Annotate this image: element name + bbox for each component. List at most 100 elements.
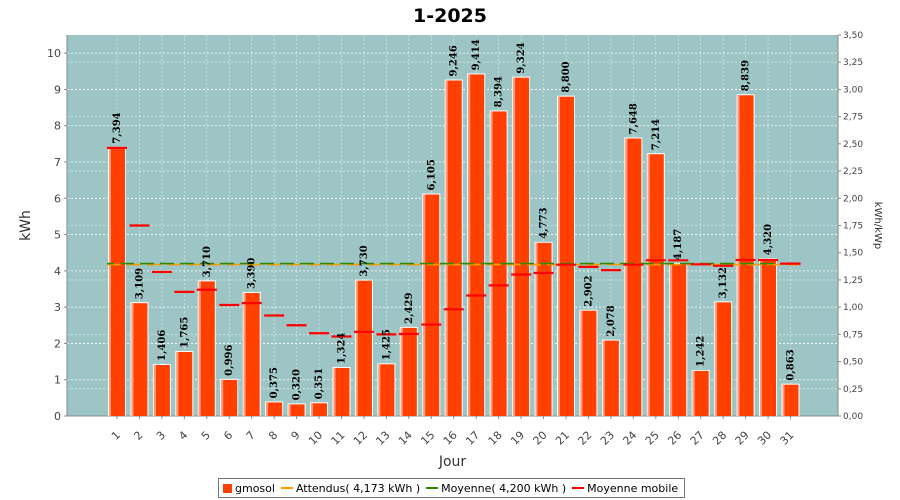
x-tick-label: 18 xyxy=(486,429,505,448)
bar xyxy=(109,147,125,416)
value-label: 9,324 xyxy=(516,42,527,73)
bar-highlight xyxy=(153,364,156,416)
reference-lines xyxy=(107,262,801,266)
x-tick-label: 8 xyxy=(266,429,280,443)
value-label: 8,394 xyxy=(494,76,505,107)
x-tick-label: 14 xyxy=(396,429,415,448)
value-labels: 7,394 3,109 1,406 1,765 3,710 0,996 3,390 0,375… xyxy=(112,39,797,400)
bar xyxy=(692,370,709,416)
x-tick-label: 22 xyxy=(575,429,594,448)
bar-highlight xyxy=(670,264,673,416)
value-label: 0,863 xyxy=(786,349,797,380)
value-label: 2,902 xyxy=(583,275,594,306)
bar xyxy=(625,138,642,416)
value-label: 4,320 xyxy=(763,224,774,255)
y2-tick-label: 1,00 xyxy=(843,303,863,313)
x-tick-label: 7 xyxy=(244,429,258,443)
y2-tick-label: 0,75 xyxy=(843,330,863,340)
bar xyxy=(288,404,305,416)
bars xyxy=(108,73,800,417)
x-tick-label: 20 xyxy=(531,429,550,448)
bar-highlight xyxy=(737,95,740,416)
legend-item-average: Moyenne( 4,200 kWh ) xyxy=(426,482,566,495)
y-tick-label: 10 xyxy=(47,47,61,60)
value-label: 7,648 xyxy=(628,103,639,134)
y-tick-label: 8 xyxy=(54,120,61,133)
bar xyxy=(131,303,148,416)
legend-item-moving-average: Moyenne mobile xyxy=(572,482,678,495)
legend: gmosol Attendus( 4,173 kWh ) Moyenne( 4,… xyxy=(218,478,686,498)
x-tick-label: 9 xyxy=(289,429,303,443)
value-label: 1,765 xyxy=(179,317,190,348)
bar-highlight xyxy=(243,292,246,416)
y2-tick-label: 2,25 xyxy=(843,167,863,177)
x-tick-label: 30 xyxy=(755,429,774,448)
y-tick-label: 5 xyxy=(54,229,61,242)
x-tick-label: 6 xyxy=(221,429,235,443)
value-label: 6,105 xyxy=(426,159,437,190)
value-label: 4,187 xyxy=(673,229,684,260)
value-label: 3,390 xyxy=(247,258,258,289)
legend-item-bars: gmosol xyxy=(223,482,275,495)
bar-highlight xyxy=(311,403,314,416)
bar-highlight xyxy=(400,327,403,416)
moving-average-markers xyxy=(107,146,801,338)
x-tick-label: 3 xyxy=(154,429,168,443)
x-tick-label: 23 xyxy=(598,429,617,448)
bar xyxy=(243,292,260,416)
y-tick-label: 7 xyxy=(54,156,61,169)
y-tick-label: 0 xyxy=(54,410,61,423)
bar-highlight xyxy=(535,242,538,416)
bar-highlight xyxy=(131,303,134,416)
x-tick-label: 13 xyxy=(373,429,392,448)
bar-highlight xyxy=(198,281,201,416)
legend-label: Moyenne mobile xyxy=(587,481,679,495)
y-tick-label: 9 xyxy=(54,83,61,96)
legend-label: Moyenne( 4,200 kWh ) xyxy=(441,481,567,495)
y2-tick-label: 1,75 xyxy=(843,222,863,232)
bar xyxy=(513,77,530,416)
x-axis-title: Jour xyxy=(438,454,467,470)
bar xyxy=(670,264,687,416)
value-label: 8,800 xyxy=(561,61,572,92)
bar xyxy=(490,111,507,416)
bar-highlight xyxy=(355,280,358,416)
value-label: 7,214 xyxy=(651,119,662,150)
bar xyxy=(176,351,193,416)
bar-highlight xyxy=(176,351,179,416)
y-axis-title: kWh xyxy=(18,210,34,241)
bar-highlight xyxy=(602,340,605,416)
y-tick-label: 1 xyxy=(54,374,61,387)
bar-highlight xyxy=(647,154,650,416)
bar xyxy=(782,384,799,416)
legend-item-expected: Attendus( 4,173 kWh ) xyxy=(280,482,420,495)
bar-highlight xyxy=(715,302,718,416)
legend-label: gmosol xyxy=(235,481,275,495)
x-tick-label: 5 xyxy=(199,429,213,443)
y-tick-label: 6 xyxy=(54,192,61,205)
value-label: 8,839 xyxy=(741,60,752,91)
value-label: 3,132 xyxy=(718,267,729,298)
y2-tick-label: 0,50 xyxy=(843,358,863,368)
y2-axis-title: kWh/kWp xyxy=(872,202,883,249)
value-label: 0,375 xyxy=(269,367,280,398)
bar xyxy=(445,80,462,416)
value-label: 9,414 xyxy=(471,39,482,70)
bar xyxy=(580,310,597,416)
x-axis: 1 2 3 4 5 6 7 8 9 10 11 12 13 14 15 16 17 18 19 20 21 22 23 24 2… xyxy=(67,415,838,448)
bar xyxy=(400,327,417,416)
x-tick-label: 24 xyxy=(620,429,639,448)
value-label: 1,425 xyxy=(381,329,392,360)
x-tick-label: 21 xyxy=(553,429,572,448)
bar-highlight xyxy=(760,259,763,416)
bar-highlight xyxy=(221,379,224,416)
y2-tick-label: 2,75 xyxy=(843,113,863,123)
bar xyxy=(153,364,170,416)
x-tick-label: 27 xyxy=(688,429,707,448)
y2-tick-label: 1,50 xyxy=(843,249,863,259)
x-tick-label: 4 xyxy=(176,429,190,443)
y2-tick-label: 3,50 xyxy=(843,31,863,41)
bar xyxy=(535,242,552,416)
x-tick-label: 25 xyxy=(643,429,662,448)
